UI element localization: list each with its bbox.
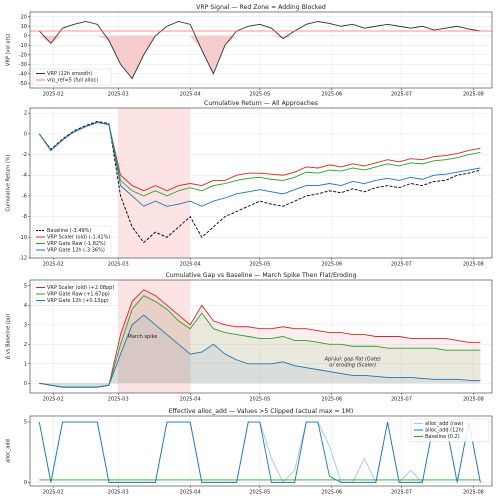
y-tick-label: 2 xyxy=(24,342,27,348)
y-tick-label: 0 xyxy=(24,33,27,39)
y-axis-label: Δ vs Baseline (pp) xyxy=(6,314,12,359)
y-tick-label: 5 xyxy=(24,420,27,426)
legend-label: VRP Scaler (old) (-1.41%) xyxy=(47,235,110,241)
x-tick-label: 2025-02 xyxy=(43,397,64,403)
panel-title: VRP Signal — Red Zone = Adding Blocked xyxy=(196,4,326,11)
annotation: March spike xyxy=(128,334,158,340)
legend-label: vrp_ref=5 (full alloc) xyxy=(47,78,98,84)
x-tick-label: 2025-05 xyxy=(249,262,270,268)
panel-title: Cumulative Return — All Approaches xyxy=(204,100,318,107)
x-tick-label: 2025-07 xyxy=(391,490,412,496)
y-tick-label: -50 xyxy=(19,81,27,87)
legend-label: Baseline (0.2) xyxy=(425,434,460,440)
legend-label: VRP (12h smooth) xyxy=(47,71,92,77)
y-tick-label: -20 xyxy=(19,52,27,58)
legend-box xyxy=(32,68,112,86)
legend-box xyxy=(410,418,490,442)
plot-frame xyxy=(29,279,493,394)
y-tick-label: 0 xyxy=(24,131,27,137)
plot-frame xyxy=(29,11,493,89)
red-zone xyxy=(118,280,191,393)
y-tick-label: 0 xyxy=(24,480,27,486)
annotation: Apr-Jul: gap flat (Gate) xyxy=(324,356,381,362)
x-tick-label: 2025-08 xyxy=(463,92,484,98)
y-tick-label: -12 xyxy=(19,256,27,262)
y-tick-label: -10 xyxy=(19,43,27,49)
negative-zone xyxy=(39,35,481,79)
y-tick-label: 10 xyxy=(21,24,27,30)
x-tick-label: 2025-08 xyxy=(463,397,484,403)
plot-frame xyxy=(29,415,493,487)
x-tick-label: 2025-03 xyxy=(108,92,129,98)
legend-label: VRP Gate Raw (-1.82%) xyxy=(47,241,106,247)
x-tick-label: 2025-07 xyxy=(391,262,412,268)
x-tick-label: 2025-05 xyxy=(249,490,270,496)
x-tick-label: 2025-02 xyxy=(43,262,64,268)
x-tick-label: 2025-06 xyxy=(321,262,342,268)
x-tick-label: 2025-02 xyxy=(43,490,64,496)
x-tick-label: 2025-06 xyxy=(321,397,342,403)
y-axis-label: Cumulative Return (%) xyxy=(6,154,12,211)
legend-label: alloc_add (12h) xyxy=(425,428,464,434)
series-line xyxy=(39,289,481,388)
series-line xyxy=(39,314,481,388)
legend-label: VRP Gate 12h (+0.13pp) xyxy=(47,298,109,304)
y-axis-label: alloc_add xyxy=(6,439,12,463)
y-tick-label: 3 xyxy=(24,322,27,328)
x-tick-label: 2025-06 xyxy=(321,92,342,98)
legend-box xyxy=(32,282,112,306)
legend-label: VRP Gate Raw (+1.67pp) xyxy=(47,292,110,298)
y-tick-label: -4 xyxy=(22,173,27,179)
panel-title: Cumulative Gap vs Baseline — March Spike… xyxy=(165,272,356,279)
series-line xyxy=(38,120,481,244)
y-tick-label: 4 xyxy=(24,303,27,309)
x-tick-label: 2025-08 xyxy=(463,490,484,496)
series-line xyxy=(38,122,481,207)
plot-frame xyxy=(29,107,493,259)
x-tick-label: 2025-07 xyxy=(391,92,412,98)
y-tick-label: -2 xyxy=(22,152,27,158)
y-axis-label: VRP (vol pts) xyxy=(6,34,12,66)
gap-area xyxy=(39,315,481,388)
x-tick-label: 2025-02 xyxy=(43,92,64,98)
y-tick-label: -6 xyxy=(22,193,27,199)
y-tick-label: -30 xyxy=(19,62,27,68)
x-tick-label: 2025-04 xyxy=(180,262,201,268)
annotation: or eroding (Scaler) xyxy=(329,362,376,368)
x-tick-label: 2025-05 xyxy=(249,397,270,403)
y-tick-label: 20 xyxy=(21,14,27,20)
legend-label: Baseline (-3.49%) xyxy=(47,228,91,234)
series-line xyxy=(39,295,481,388)
legend-label: alloc_add (raw) xyxy=(425,421,463,427)
x-tick-label: 2025-07 xyxy=(391,397,412,403)
legend-box xyxy=(32,225,112,256)
panel-title: Effective alloc_add — Values >5 Clipped … xyxy=(169,408,354,415)
y-tick-label: 2 xyxy=(24,111,27,117)
gap-area xyxy=(39,295,481,388)
y-tick-label: 0 xyxy=(24,381,27,387)
x-tick-label: 2025-03 xyxy=(108,262,129,268)
y-tick-label: -10 xyxy=(19,235,27,241)
series-line xyxy=(38,421,481,483)
series-line xyxy=(38,21,481,80)
y-tick-label: -40 xyxy=(19,71,27,77)
x-tick-label: 2025-08 xyxy=(463,262,484,268)
x-tick-label: 2025-04 xyxy=(180,397,201,403)
legend-label: VRP Gate 12h (-3.36%) xyxy=(47,248,105,254)
y-tick-label: 5 xyxy=(24,283,27,289)
x-tick-label: 2025-04 xyxy=(180,92,201,98)
x-tick-label: 2025-03 xyxy=(108,490,129,496)
y-tick-label: -8 xyxy=(22,214,27,220)
x-tick-label: 2025-03 xyxy=(108,397,129,403)
x-tick-label: 2025-04 xyxy=(180,490,201,496)
y-tick-label: 1 xyxy=(24,361,27,367)
legend-label: VRP Scaler (old) (+2.08pp) xyxy=(47,285,114,291)
x-tick-label: 2025-05 xyxy=(249,92,270,98)
x-tick-label: 2025-06 xyxy=(321,490,342,496)
